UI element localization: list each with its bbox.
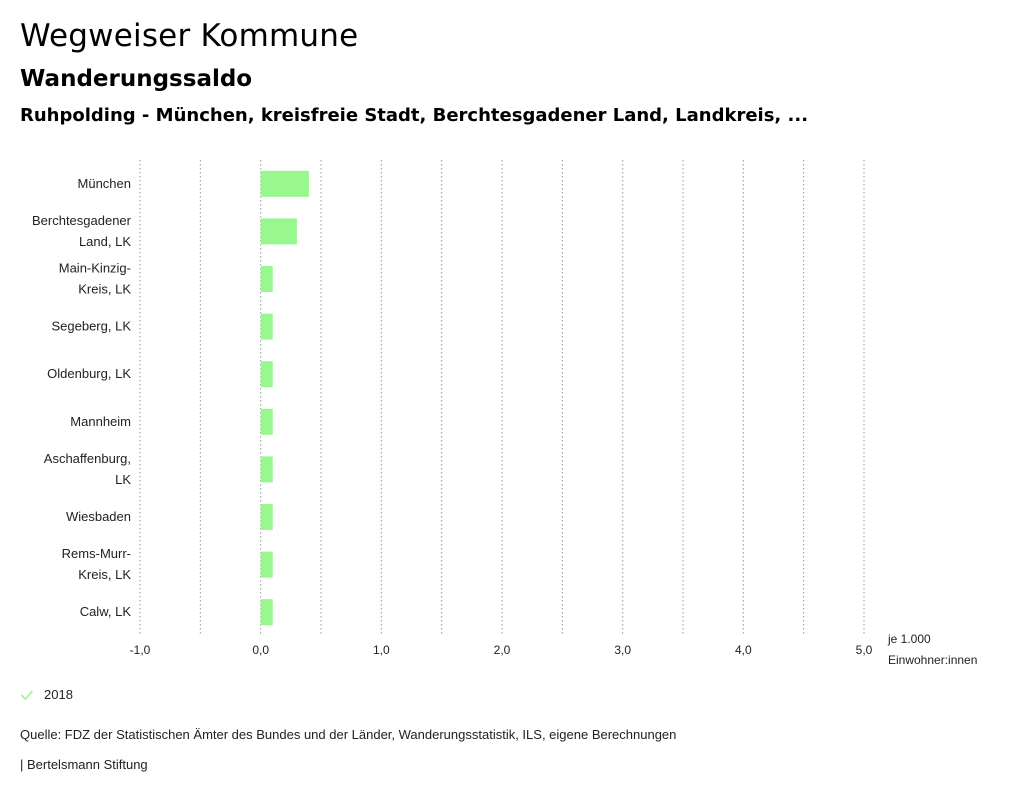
category-label: Mannheim (70, 414, 131, 429)
bar (260, 551, 273, 578)
legend[interactable]: 2018 (20, 687, 73, 702)
bar (260, 599, 273, 626)
footer-credit: | Bertelsmann Stiftung (20, 757, 148, 772)
category-label: München (78, 176, 131, 191)
category-label: Rems-Murr-Kreis, LK (62, 546, 132, 582)
bar-chart: München Berchtesgadener Land, LK Main-Kinzi… (32, 160, 977, 667)
category-label: Aschaffenburg, LK (44, 451, 132, 487)
x-tick-label: 0,0 (252, 643, 269, 657)
source-note: Quelle: FDZ der Statistischen Ämter des … (20, 727, 677, 742)
category-label: Berchtesgadener Land, LK (32, 213, 132, 249)
category-label: Segeberg, LK (51, 319, 131, 334)
x-tick-label: 3,0 (614, 643, 631, 657)
category-label: Calw, LK (80, 604, 132, 619)
x-tick-label: 1,0 (373, 643, 390, 657)
legend-label: 2018 (44, 687, 73, 702)
category-label: Oldenburg, LK (47, 366, 131, 381)
bar (260, 170, 309, 197)
x-tick-label: 2,0 (494, 643, 511, 657)
check-icon (21, 690, 33, 700)
page-title: Wegweiser Kommune (20, 18, 359, 54)
category-label: Wiesbaden (66, 509, 131, 524)
category-label: Main-Kinzig-Kreis, LK (59, 261, 132, 297)
bar (260, 504, 273, 530)
bar (260, 218, 297, 245)
x-tick-label: 5,0 (856, 643, 873, 657)
bar (260, 361, 273, 388)
x-axis-unit-label: je 1.000 Einwohner:innen (887, 632, 977, 667)
chart-subtitle: Wanderungssaldo (20, 66, 253, 92)
region-selection: Ruhpolding - München, kreisfreie Stadt, … (20, 105, 809, 126)
bar (260, 313, 273, 340)
bar (260, 266, 273, 292)
bar (260, 456, 273, 483)
x-tick-label: -1,0 (130, 643, 151, 657)
x-tick-label: 4,0 (735, 643, 752, 657)
bar (260, 408, 273, 435)
